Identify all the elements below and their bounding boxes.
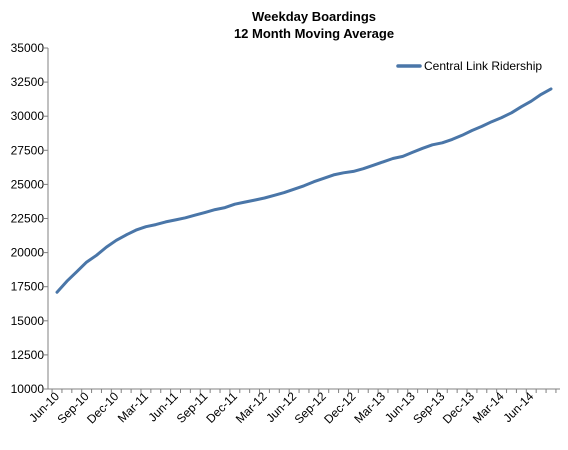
y-tick-label: 32500 (11, 75, 45, 89)
y-tick-label: 17500 (11, 280, 45, 294)
y-tick-label: 35000 (11, 41, 45, 55)
x-tick-label: Dec-13 (440, 389, 477, 426)
y-tick-label: 12500 (11, 348, 45, 362)
legend-label: Central Link Ridership (424, 59, 542, 73)
x-tick-label: Sep-11 (174, 389, 211, 426)
x-tick-label: Mar-14 (470, 389, 507, 426)
chart-title: Weekday Boardings (252, 9, 376, 24)
y-axis-ticks: 10000 12500 15000 17500 20000 22500 25000 27500… (11, 41, 48, 396)
chart-subtitle: 12 Month Moving Average (234, 26, 394, 41)
y-tick-label: 27500 (11, 143, 45, 157)
x-tick-label: Jun-14 (501, 389, 537, 425)
x-tick-label: Sep-12 (292, 389, 329, 426)
y-tick-label: 10000 (11, 382, 45, 396)
series-line (55, 87, 553, 294)
x-tick-label: Mar-12 (233, 389, 270, 426)
series-layer (55, 87, 553, 294)
x-axis-ticks: Jun-10Sep-10Dec-10Mar-11Jun-11Sep-11Dec-… (26, 389, 557, 426)
x-tick-label: Dec-11 (203, 389, 240, 426)
y-tick-label: 25000 (11, 177, 45, 191)
y-tick-label: 30000 (11, 109, 45, 123)
y-tick-label: 20000 (11, 246, 45, 260)
x-tick-label: Mar-13 (351, 389, 388, 426)
y-tick-label: 15000 (11, 314, 45, 328)
x-tick-label: Sep-13 (410, 389, 447, 426)
x-tick-label: Sep-10 (54, 389, 91, 426)
x-tick-label: Mar-11 (115, 389, 151, 425)
y-tick-label: 22500 (11, 212, 45, 226)
x-tick-label: Dec-10 (84, 389, 121, 426)
axes (47, 48, 560, 390)
legend: Central Link Ridership (396, 59, 542, 73)
x-tick-label: Dec-12 (321, 389, 358, 426)
